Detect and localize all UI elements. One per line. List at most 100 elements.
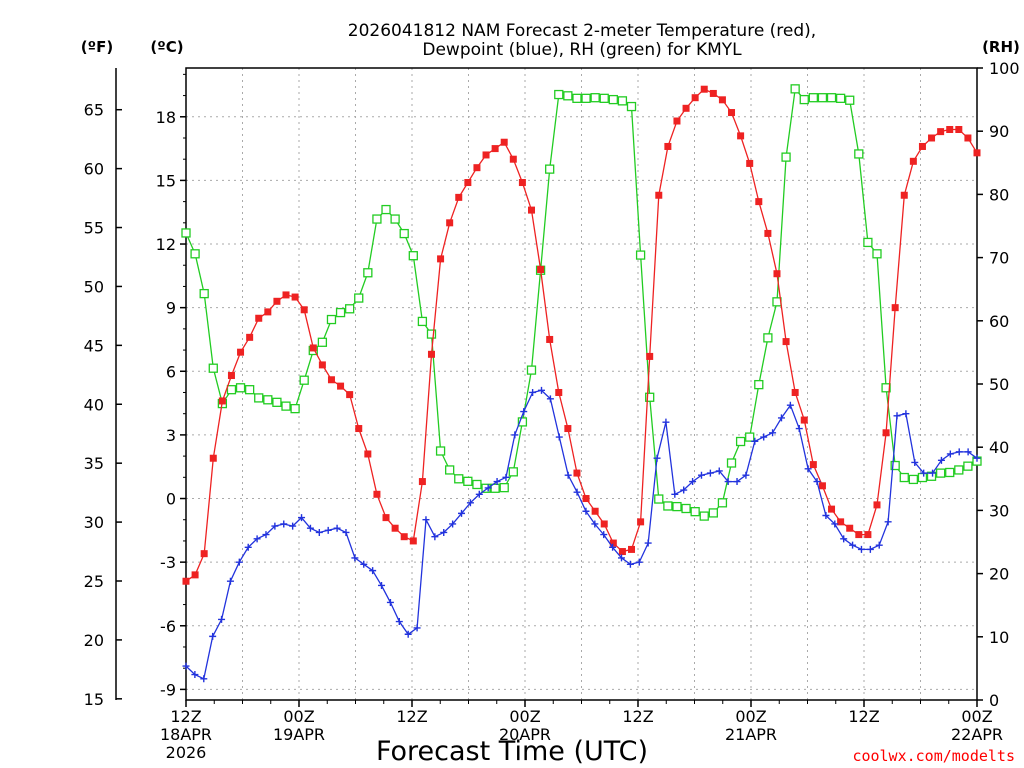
chart-title-line-2: Dewpoint (blue), RH (green) for KMYL bbox=[422, 40, 742, 60]
dewpoint-point bbox=[378, 581, 386, 589]
rh-point bbox=[945, 467, 955, 478]
temperature-point bbox=[400, 533, 408, 541]
chart-title-line-1: 2026041812 NAM Forecast 2-meter Temperat… bbox=[348, 21, 816, 41]
temperature-point bbox=[718, 96, 726, 104]
rh-point bbox=[790, 84, 800, 94]
celsius-tick-label: -3 bbox=[160, 553, 176, 572]
rh-point bbox=[835, 93, 846, 103]
dewpoint-point bbox=[191, 671, 199, 679]
temperature-point bbox=[646, 352, 654, 360]
temperature-point bbox=[791, 388, 799, 396]
temperature-point bbox=[482, 151, 490, 159]
x-tick-label: 00Z bbox=[283, 707, 314, 726]
rh-point bbox=[808, 93, 818, 103]
rh-point bbox=[854, 149, 864, 159]
temperature-point bbox=[928, 134, 936, 142]
rh-point bbox=[272, 397, 282, 407]
dewpoint-point bbox=[866, 545, 874, 553]
rh-point bbox=[735, 436, 746, 447]
rh-point bbox=[817, 93, 828, 103]
celsius-tick-label: 15 bbox=[156, 171, 176, 190]
dewpoint-point bbox=[955, 448, 963, 456]
temperature-point bbox=[682, 104, 690, 112]
rh-point bbox=[326, 314, 337, 325]
dewpoint-point bbox=[440, 528, 448, 536]
dewpoint-point bbox=[964, 448, 972, 456]
x-axis-title: Forecast Time (UTC) bbox=[376, 736, 648, 767]
rh-tick-label: 10 bbox=[989, 628, 1009, 647]
dewpoint-point bbox=[422, 516, 430, 524]
rh-point bbox=[581, 93, 591, 103]
rh-point bbox=[681, 503, 691, 514]
rh-point bbox=[254, 393, 264, 403]
x-tick-label: 12Z bbox=[396, 707, 427, 726]
dewpoint-point bbox=[253, 535, 261, 543]
dewpoint-point bbox=[271, 522, 279, 530]
temperature-point bbox=[500, 138, 508, 146]
celsius-unit-label: (ºC) bbox=[150, 38, 183, 56]
dewpoint-point bbox=[280, 520, 288, 528]
dewpoint-point bbox=[937, 456, 945, 464]
rh-point bbox=[226, 385, 237, 395]
dewpoint-point bbox=[502, 473, 510, 481]
temperature-point bbox=[955, 126, 963, 134]
temperature-point bbox=[773, 270, 781, 278]
rh-point bbox=[545, 164, 555, 174]
temperature-point bbox=[318, 361, 326, 369]
temperature-point bbox=[691, 94, 699, 102]
rh-point bbox=[281, 401, 291, 411]
temperature-point bbox=[227, 372, 235, 380]
rh-tick-label: 40 bbox=[989, 438, 1009, 457]
temperature-point bbox=[246, 333, 254, 341]
temperature-point bbox=[427, 350, 435, 358]
dewpoint-point bbox=[786, 401, 794, 409]
temperature-point bbox=[782, 338, 790, 346]
rh-point bbox=[354, 293, 364, 303]
axes: -9 -6 -3 0 3 6 9 12 15 18 15 20 25 30 35 40 45 50 55 60 65 0 1… bbox=[84, 59, 1020, 762]
rh-tick-label: 0 bbox=[989, 691, 999, 710]
temperature-point bbox=[509, 155, 517, 163]
x-tick-label: 12Z bbox=[848, 707, 879, 726]
rh-point bbox=[426, 329, 437, 339]
rh-point bbox=[908, 474, 919, 485]
rh-point bbox=[608, 94, 618, 105]
dewpoint-point bbox=[333, 524, 341, 532]
rh-point bbox=[754, 379, 764, 390]
temperature-point bbox=[918, 142, 926, 150]
x-tick-label: 00Z bbox=[961, 707, 992, 726]
rh-point bbox=[335, 307, 346, 318]
temperature-point bbox=[273, 297, 281, 305]
dewpoint-point bbox=[564, 471, 572, 479]
temperature-point bbox=[337, 382, 345, 390]
rh-point bbox=[472, 479, 482, 490]
dewpoint-point bbox=[449, 520, 457, 528]
celsius-tick-label: 18 bbox=[156, 108, 176, 127]
dewpoint-point bbox=[404, 630, 412, 638]
dewpoint-point bbox=[840, 535, 848, 543]
fahrenheit-tick-label: 45 bbox=[84, 336, 104, 355]
dewpoint-point bbox=[324, 526, 332, 534]
temperature-point bbox=[818, 482, 826, 490]
rh-point bbox=[654, 494, 664, 504]
rh-point bbox=[435, 446, 446, 456]
x-tick-label: 21APR bbox=[725, 725, 777, 744]
temperature-point bbox=[655, 191, 663, 199]
dewpoint-point bbox=[849, 541, 857, 549]
celsius-tick-label: -9 bbox=[160, 680, 176, 699]
rh-point bbox=[463, 476, 473, 486]
x-tick-label: 12Z bbox=[622, 707, 653, 726]
temperature-point bbox=[973, 149, 981, 157]
rh-point bbox=[935, 468, 946, 478]
temperature-point bbox=[409, 537, 417, 545]
fahrenheit-tick-label: 65 bbox=[84, 101, 104, 120]
dewpoint-point bbox=[733, 478, 741, 486]
rh-point bbox=[190, 249, 200, 259]
fahrenheit-tick-label: 30 bbox=[84, 513, 104, 532]
dewpoint-series bbox=[182, 386, 981, 683]
temperature-point bbox=[237, 348, 245, 356]
dewpoint-point bbox=[235, 558, 243, 566]
dewpoint-point bbox=[315, 528, 323, 536]
dewpoint-point bbox=[813, 478, 821, 486]
temperature-point bbox=[446, 219, 454, 227]
dewpoint-point bbox=[893, 412, 901, 420]
